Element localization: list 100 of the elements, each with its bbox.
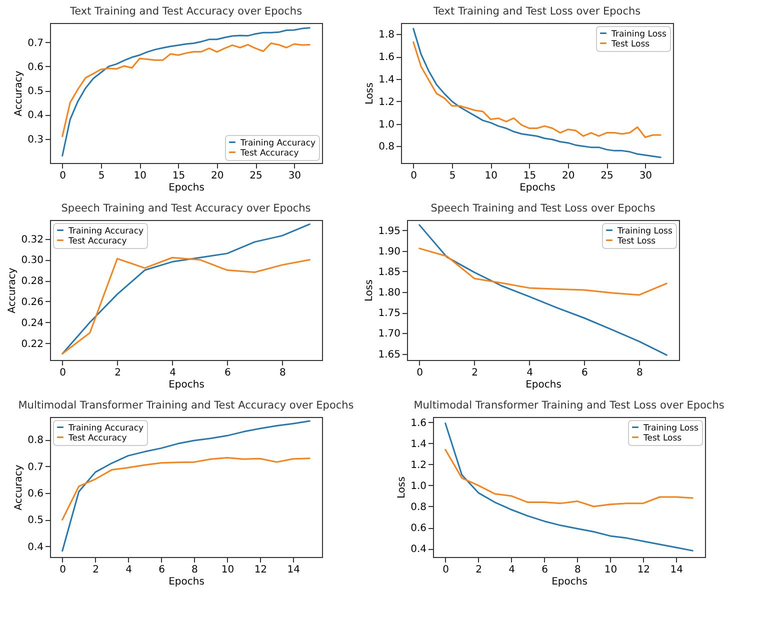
x-axis-title: Epochs xyxy=(168,380,204,390)
y-tick-label: 1.80 xyxy=(378,288,400,299)
x-tick-label: 8 xyxy=(279,368,286,378)
x-axis-title: Epochs xyxy=(168,182,204,194)
y-tick-label: 0.22 xyxy=(21,338,44,350)
chart-title: Text Training and Test Loss over Epochs xyxy=(432,6,641,18)
x-tick-label: 4 xyxy=(508,564,515,576)
y-tick-label: 0.8 xyxy=(410,502,426,513)
x-tick-label: 2 xyxy=(476,564,482,576)
x-tick-label: 14 xyxy=(287,564,300,576)
y-tick-label: 1.90 xyxy=(378,246,400,258)
x-axis-title: Epochs xyxy=(526,380,562,390)
x-tick-label: 5 xyxy=(98,170,105,182)
x-tick-label: 0 xyxy=(60,564,66,576)
legend-label: Training Loss xyxy=(616,226,673,236)
x-tick-label: 20 xyxy=(211,170,224,182)
y-tick-label: 1.6 xyxy=(378,52,394,64)
line-series xyxy=(418,248,668,296)
y-tick-label: 0.28 xyxy=(21,276,44,288)
y-axis-title: Accuracy xyxy=(7,268,18,314)
y-tick-label: 1.2 xyxy=(410,460,426,471)
x-tick-label: 8 xyxy=(574,564,581,576)
y-tick-label: 1.65 xyxy=(378,349,400,360)
y-tick-label: 0.32 xyxy=(21,234,44,246)
chart-title: Text Training and Test Accuracy over Epochs xyxy=(68,6,302,18)
x-tick-label: 10 xyxy=(134,170,147,182)
x-tick-label: 15 xyxy=(523,170,536,182)
y-tick-label: 0.26 xyxy=(21,296,44,308)
y-axis-title: Loss xyxy=(364,280,376,302)
y-tick-label: 1.75 xyxy=(378,308,400,320)
x-axis-title: Epochs xyxy=(552,576,588,588)
x-axis-title: Epochs xyxy=(168,576,204,588)
x-tick-label: 10 xyxy=(484,170,498,182)
x-tick-label: 30 xyxy=(288,170,302,182)
y-tick-label: 1.8 xyxy=(378,30,394,41)
y-tick-label: 0.4 xyxy=(28,542,44,553)
y-tick-label: 0.3 xyxy=(28,134,44,146)
legend-label: Training Accuracy xyxy=(68,423,144,434)
legend-label: Test Loss xyxy=(642,433,682,444)
x-tick-label: 8 xyxy=(192,564,198,576)
x-tick-label: 20 xyxy=(562,170,575,182)
x-tick-label: 4 xyxy=(170,368,176,378)
x-tick-label: 2 xyxy=(114,368,121,378)
y-tick-label: 1.2 xyxy=(378,96,394,108)
x-tick-label: 12 xyxy=(637,564,650,576)
y-tick-label: 0.5 xyxy=(28,86,44,98)
chart-title: Multimodal Transformer Training and Test Accuracy over Epochs xyxy=(18,400,354,412)
line-series xyxy=(62,256,310,354)
legend-label: Training Loss xyxy=(610,29,667,40)
line-series xyxy=(62,42,310,138)
y-tick-label: 0.8 xyxy=(28,435,44,446)
y-tick-label: 0.24 xyxy=(21,318,44,329)
x-tick-label: 0 xyxy=(60,368,66,378)
legend-label: Test Loss xyxy=(616,236,656,246)
y-axis-title: Accuracy xyxy=(14,464,25,510)
x-tick-label: 5 xyxy=(449,170,456,182)
line-series xyxy=(62,223,310,354)
x-tick-label: 6 xyxy=(158,564,165,576)
legend-label: Test Accuracy xyxy=(68,433,127,444)
x-tick-label: 0 xyxy=(410,170,418,182)
y-tick-label: 1.85 xyxy=(378,266,400,278)
y-tick-label: 1.0 xyxy=(410,480,426,492)
y-tick-label: 0.30 xyxy=(21,255,44,266)
x-axis-title: Epochs xyxy=(520,182,556,194)
x-tick-label: 0 xyxy=(442,564,450,576)
x-tick-label: 10 xyxy=(604,564,618,576)
y-tick-label: 0.4 xyxy=(410,544,426,556)
line-series xyxy=(412,41,662,138)
y-axis-title: Accuracy xyxy=(14,70,25,116)
x-tick-label: 0 xyxy=(60,170,66,182)
x-tick-label: 15 xyxy=(172,170,186,182)
x-tick-label: 2 xyxy=(92,564,100,576)
y-axis-title: Loss xyxy=(396,476,408,498)
x-tick-label: 6 xyxy=(224,368,231,378)
y-tick-label: 1.4 xyxy=(378,74,394,86)
x-tick-label: 25 xyxy=(600,170,614,182)
y-tick-label: 1.0 xyxy=(378,119,394,130)
line-series xyxy=(62,457,310,520)
y-tick-label: 0.5 xyxy=(28,515,44,526)
line-series xyxy=(62,420,310,552)
x-tick-label: 0 xyxy=(416,368,424,378)
line-series xyxy=(444,448,694,508)
y-tick-label: 0.6 xyxy=(28,62,44,73)
y-tick-label: 1.4 xyxy=(410,438,426,450)
y-tick-label: 1.95 xyxy=(378,226,400,237)
y-tick-label: 0.7 xyxy=(28,462,44,473)
x-tick-label: 4 xyxy=(126,564,132,576)
chart-title: Multimodal Transformer Training and Test Loss over Epochs xyxy=(414,400,724,412)
x-tick-label: 30 xyxy=(639,170,652,182)
chart-title: Speech Training and Test Loss over Epochs xyxy=(430,202,656,214)
legend-label: Test Loss xyxy=(610,39,650,50)
x-tick-label: 25 xyxy=(250,170,262,182)
y-tick-label: 1.6 xyxy=(410,418,426,429)
x-tick-label: 8 xyxy=(636,368,643,378)
legend-label: Training Loss xyxy=(642,423,699,434)
x-tick-label: 6 xyxy=(542,564,548,576)
y-tick-label: 1.70 xyxy=(378,328,400,340)
legend-label: Training Accuracy xyxy=(68,226,144,236)
y-tick-label: 0.7 xyxy=(28,38,44,49)
legend-label: Test Accuracy xyxy=(240,148,299,158)
